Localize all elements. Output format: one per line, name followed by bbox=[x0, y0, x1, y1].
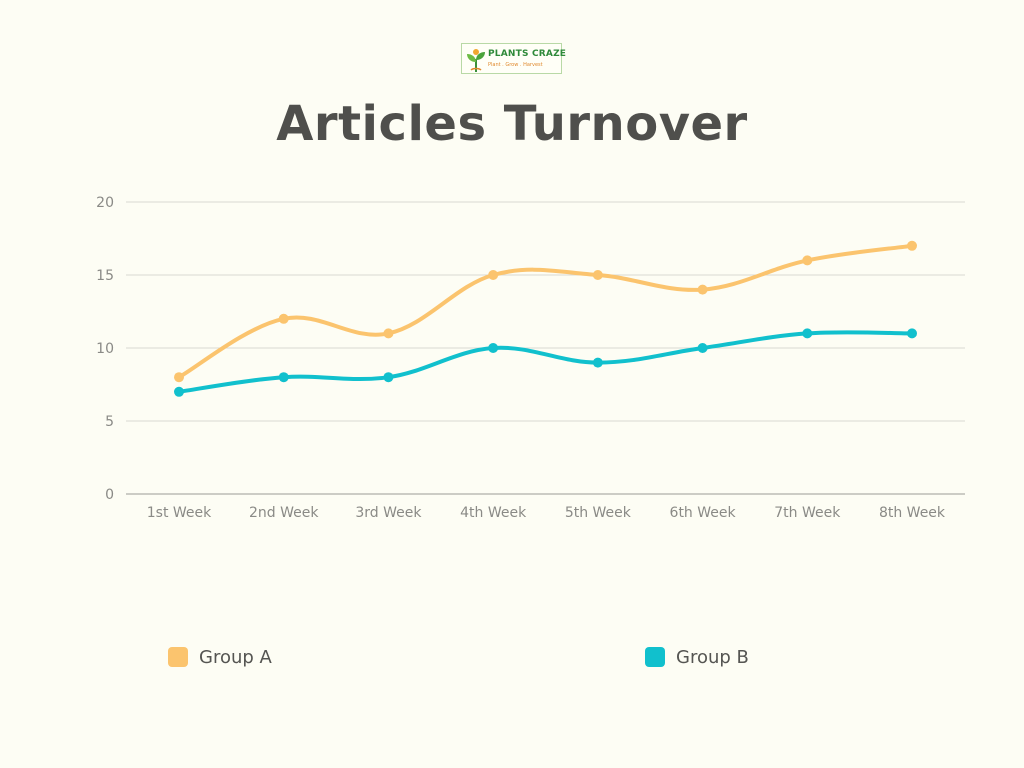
data-point-group-a bbox=[488, 270, 499, 280]
data-point-group-b bbox=[907, 328, 917, 339]
x-tick-label: 6th Week bbox=[670, 505, 737, 521]
data-point-group-b bbox=[174, 386, 184, 397]
y-tick-label: 10 bbox=[96, 341, 114, 357]
plants-craze-logo: PLANTS CRAZE Plant . Grow . Harvest bbox=[461, 43, 566, 74]
legend-item-group-a: Group A bbox=[168, 646, 272, 668]
x-axis-ticks: 1st Week 2nd Week 3rd Week 4th Week 5th Week… bbox=[147, 505, 946, 521]
data-point-group-b bbox=[802, 328, 813, 339]
data-point-group-b bbox=[592, 357, 603, 368]
y-tick-label: 15 bbox=[96, 268, 114, 284]
data-point-group-a bbox=[174, 372, 184, 383]
x-tick-label: 3rd Week bbox=[355, 505, 422, 521]
chart-grid bbox=[126, 201, 965, 495]
data-point-group-a bbox=[802, 255, 813, 266]
data-point-group-a bbox=[697, 284, 708, 295]
x-tick-label: 7th Week bbox=[774, 505, 841, 521]
legend-label-group-b: Group B bbox=[676, 646, 749, 668]
data-point-group-b bbox=[488, 343, 499, 353]
series-line-group-a bbox=[177, 243, 914, 380]
logo-tagline: Plant . Grow . Harvest bbox=[488, 62, 543, 68]
y-tick-label: 20 bbox=[96, 195, 114, 211]
legend-swatch-group-a bbox=[168, 647, 188, 667]
legend-item-group-b: Group B bbox=[645, 646, 749, 668]
legend-swatch-group-b bbox=[645, 647, 665, 667]
data-point-group-b bbox=[278, 372, 289, 383]
x-tick-label: 1st Week bbox=[147, 505, 212, 521]
chart-title: Articles Turnover bbox=[276, 96, 748, 152]
x-tick-label: 8th Week bbox=[879, 505, 946, 521]
series-lines bbox=[177, 243, 914, 394]
data-point-group-b bbox=[383, 372, 394, 383]
x-tick-label: 2nd Week bbox=[249, 505, 319, 521]
series-line-group-b bbox=[177, 330, 914, 394]
data-point-group-a bbox=[278, 313, 289, 324]
y-tick-label: 0 bbox=[105, 487, 114, 503]
legend-label-group-a: Group A bbox=[199, 646, 272, 668]
data-point-group-a bbox=[592, 270, 603, 280]
series-points bbox=[174, 240, 917, 397]
x-tick-label: 5th Week bbox=[565, 505, 632, 521]
y-axis-ticks: 0 5 10 15 20 bbox=[96, 195, 114, 503]
sprout-icon bbox=[467, 49, 485, 72]
y-tick-label: 5 bbox=[105, 414, 114, 430]
data-point-group-a bbox=[907, 240, 917, 251]
logo-brand: PLANTS CRAZE bbox=[488, 49, 567, 59]
data-point-group-a bbox=[383, 328, 394, 339]
x-tick-label: 4th Week bbox=[460, 505, 527, 521]
data-point-group-b bbox=[697, 343, 708, 353]
